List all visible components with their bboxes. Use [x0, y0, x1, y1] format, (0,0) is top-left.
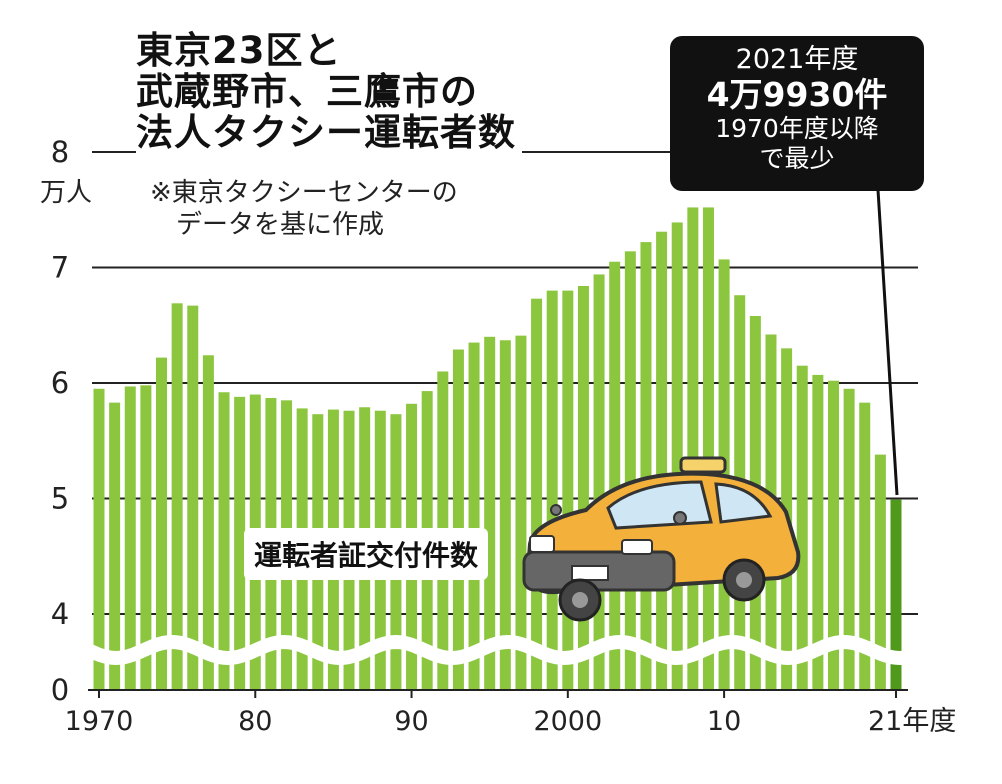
- bar-2017: [827, 380, 839, 690]
- bar-2008: [687, 207, 699, 690]
- bar-1971: [109, 402, 121, 690]
- x-axis: [88, 689, 908, 698]
- bar-2001: [577, 285, 589, 690]
- bar-2016: [812, 374, 824, 690]
- callout-line3: 1970年度以降: [715, 114, 879, 143]
- bar-1999: [546, 290, 558, 690]
- x-tick-label-1970: 1970: [65, 706, 134, 737]
- y-unit-label: 万人: [40, 178, 93, 208]
- bar-1974: [156, 357, 168, 690]
- note-line-1: ※東京タクシーセンターの: [150, 178, 458, 208]
- bar-1973: [140, 385, 152, 690]
- bar-2002: [593, 274, 605, 690]
- bar-1996: [499, 340, 511, 690]
- callout-box: 2021年度 4万9930件 1970年度以降 で最少: [670, 36, 924, 191]
- bar-1972: [124, 386, 136, 690]
- bar-2009: [702, 207, 714, 690]
- callout-year: 2021年度: [735, 44, 859, 75]
- bar-1993: [452, 349, 464, 690]
- bar-1970: [93, 388, 105, 690]
- bar-1995: [484, 336, 496, 690]
- title-line-3: 法人タクシー運転者数: [136, 112, 522, 153]
- title-line-1: 東京23区と: [136, 29, 342, 72]
- bar-2005: [640, 242, 652, 690]
- callout-line4: で最少: [759, 144, 835, 173]
- bar-1997: [515, 335, 527, 690]
- bar-2019: [859, 402, 871, 690]
- y-tick-label-8: 8: [51, 135, 69, 169]
- note-line-2: データを基に作成: [176, 210, 385, 240]
- title-line-2: 武蔵野市、三鷹市の: [136, 70, 478, 113]
- source-note: ※東京タクシーセンターの データを基に作成: [150, 177, 458, 241]
- x-tick-label-2000: 2000: [533, 706, 602, 737]
- axis-break-band: [85, 634, 910, 666]
- bar-1978: [218, 392, 230, 690]
- bar-2015: [796, 365, 808, 690]
- bar-2020: [874, 454, 886, 690]
- bar-2018: [843, 388, 855, 690]
- axis-break: [85, 634, 910, 666]
- bar-1994: [468, 342, 480, 690]
- callout-value: 4万9930件: [706, 75, 888, 114]
- series-label: 運転者証交付件数: [244, 528, 489, 580]
- chart-title: 東京23区と 武蔵野市、三鷹市の 法人タクシー運転者数: [136, 30, 522, 153]
- bar-2003: [609, 261, 621, 690]
- bar-2021: [890, 499, 902, 690]
- x-tick-label-2021: 21年度: [868, 706, 956, 737]
- y-tick-label-4: 4: [51, 597, 69, 631]
- bar-1976: [187, 305, 199, 690]
- taxi-car-icon: [522, 456, 801, 622]
- y-tick-label-5: 5: [51, 482, 69, 516]
- x-tick-label-1980: 80: [238, 706, 272, 737]
- bar-1998: [531, 298, 543, 690]
- callout-leader-line: [876, 189, 899, 496]
- y-tick-label-6: 6: [51, 366, 69, 400]
- tick-labels: 1970 80 90 2000 10 21年度 0 4 5 6 7 8: [51, 135, 957, 737]
- y-tick-label-0: 0: [51, 673, 69, 707]
- bar-2004: [624, 251, 636, 690]
- bar-2000: [562, 290, 574, 690]
- bar-1979: [234, 396, 246, 690]
- bar-2006: [656, 231, 668, 690]
- x-tick-label-2010: 10: [707, 706, 741, 737]
- bar-1975: [171, 303, 183, 690]
- bar-2007: [671, 222, 683, 690]
- x-tick-label-1990: 90: [394, 706, 428, 737]
- y-tick-label-7: 7: [51, 251, 69, 285]
- bar-1977: [202, 355, 214, 690]
